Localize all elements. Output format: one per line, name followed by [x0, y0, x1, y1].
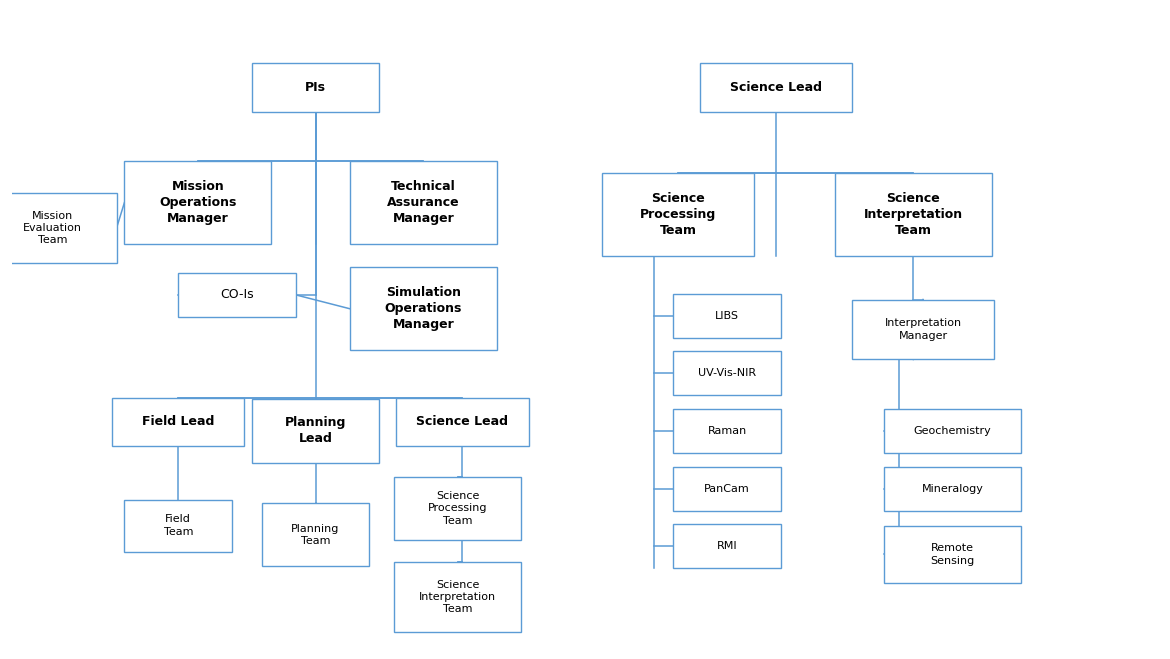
FancyBboxPatch shape [852, 300, 994, 360]
FancyBboxPatch shape [350, 161, 497, 244]
FancyBboxPatch shape [673, 525, 782, 568]
Text: UV-Vis-NIR: UV-Vis-NIR [698, 368, 756, 378]
Text: Science
Interpretation
Team: Science Interpretation Team [419, 580, 496, 614]
FancyBboxPatch shape [124, 161, 271, 244]
Text: Science Lead: Science Lead [730, 81, 823, 94]
Text: Science
Processing
Team: Science Processing Team [640, 192, 716, 237]
FancyBboxPatch shape [178, 273, 296, 317]
Text: PanCam: PanCam [704, 484, 750, 494]
FancyBboxPatch shape [350, 268, 497, 351]
Text: CO-Is: CO-Is [220, 289, 254, 301]
Text: LIBS: LIBS [715, 310, 739, 321]
Text: Mission
Evaluation
Team: Mission Evaluation Team [23, 211, 82, 245]
FancyBboxPatch shape [394, 476, 522, 540]
FancyBboxPatch shape [603, 173, 753, 256]
FancyBboxPatch shape [673, 351, 782, 395]
FancyBboxPatch shape [673, 467, 782, 511]
Text: RMI: RMI [717, 541, 737, 552]
FancyBboxPatch shape [262, 503, 370, 567]
FancyBboxPatch shape [124, 500, 232, 552]
FancyBboxPatch shape [700, 63, 852, 111]
FancyBboxPatch shape [394, 563, 522, 631]
Text: Technical
Assurance
Manager: Technical Assurance Manager [387, 180, 460, 225]
FancyBboxPatch shape [883, 467, 1021, 511]
Text: Science
Processing
Team: Science Processing Team [428, 491, 488, 526]
Text: Simulation
Operations
Manager: Simulation Operations Manager [385, 286, 462, 331]
Text: Remote
Sensing: Remote Sensing [930, 543, 975, 565]
FancyBboxPatch shape [397, 397, 529, 446]
FancyBboxPatch shape [883, 409, 1021, 453]
FancyBboxPatch shape [673, 294, 782, 337]
Text: PIs: PIs [305, 81, 326, 94]
Text: Mission
Operations
Manager: Mission Operations Manager [159, 180, 236, 225]
FancyBboxPatch shape [835, 173, 992, 256]
Text: Mineralogy: Mineralogy [922, 484, 984, 494]
Text: Raman: Raman [708, 426, 746, 436]
Text: Science Lead: Science Lead [417, 415, 509, 428]
Text: Field
Team: Field Team [164, 515, 193, 536]
Text: Planning
Lead: Planning Lead [284, 416, 346, 445]
FancyBboxPatch shape [252, 399, 379, 463]
FancyBboxPatch shape [0, 194, 117, 262]
FancyBboxPatch shape [252, 63, 379, 111]
FancyBboxPatch shape [883, 526, 1021, 583]
Text: Planning
Team: Planning Team [291, 524, 339, 546]
FancyBboxPatch shape [112, 397, 245, 446]
Text: Field Lead: Field Lead [142, 415, 214, 428]
Text: Science
Interpretation
Team: Science Interpretation Team [863, 192, 963, 237]
FancyBboxPatch shape [673, 409, 782, 453]
Text: Interpretation
Manager: Interpretation Manager [885, 318, 962, 341]
Text: Geochemistry: Geochemistry [914, 426, 991, 436]
